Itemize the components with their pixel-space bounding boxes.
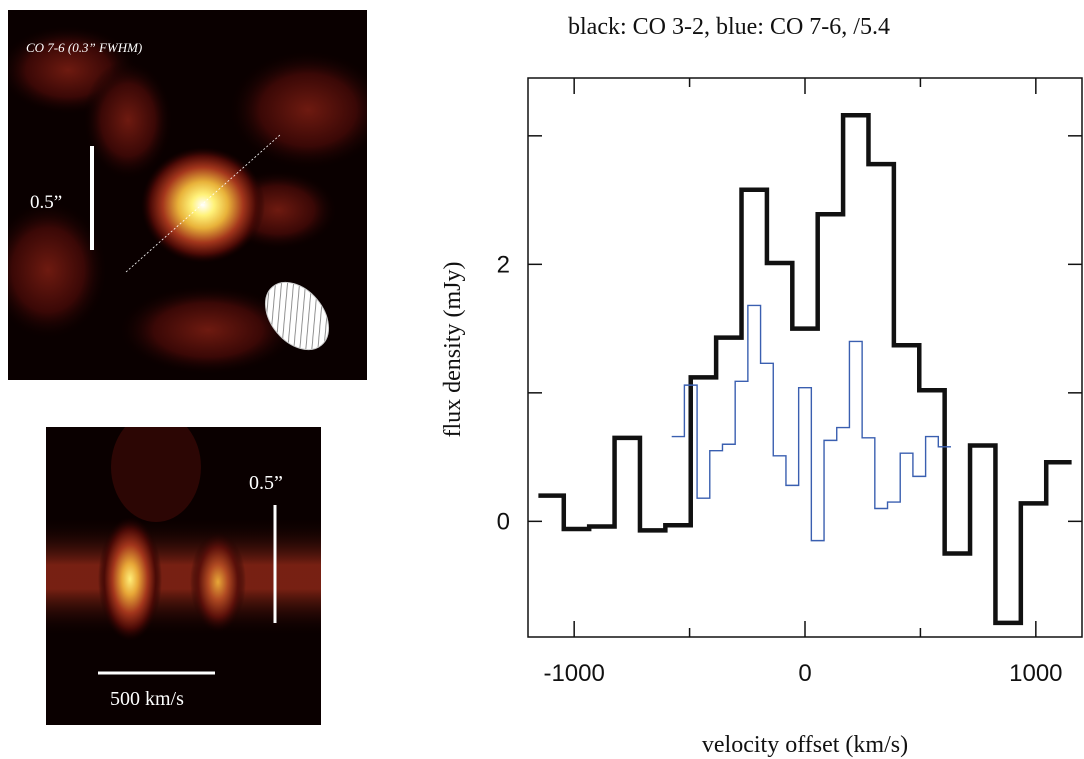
series-line-co-7-6: [671, 304, 952, 542]
pv-peak-red: [190, 532, 246, 632]
x-axis-label: velocity offset (km/s): [702, 732, 908, 758]
co76-map-label: CO 7-6 (0.3” FWHM): [26, 40, 143, 55]
pv-scale-bar-label: 0.5”: [249, 472, 283, 494]
x-tick-label: 0: [798, 660, 811, 687]
y-axis-label: flux density (mJy): [440, 262, 466, 438]
co76-map-panel: [8, 10, 367, 380]
pv-diagram-panel: [46, 427, 321, 725]
pv-peak-blue: [98, 517, 162, 641]
axis-ticks: -1000 0 1000 0 2: [497, 78, 1082, 687]
co76-map-image: [8, 25, 367, 375]
beam-ellipse: [264, 281, 330, 351]
chart-title: black: CO 3-2, blue: CO 7-6, /5.4: [568, 14, 890, 40]
y-tick-label: 2: [497, 251, 510, 278]
series-line-co-3-2: [538, 113, 1072, 626]
y-tick-label: 0: [497, 508, 510, 535]
series-group: [538, 113, 1072, 626]
plot-frame: [527, 77, 1083, 638]
x-tick-label: -1000: [543, 660, 604, 687]
pv-velocity-bar-label: 500 km/s: [110, 688, 184, 710]
scale-bar-label: 0.5”: [30, 192, 63, 213]
pv-diagram-image: [46, 427, 321, 675]
x-tick-label: 1000: [1009, 660, 1062, 687]
